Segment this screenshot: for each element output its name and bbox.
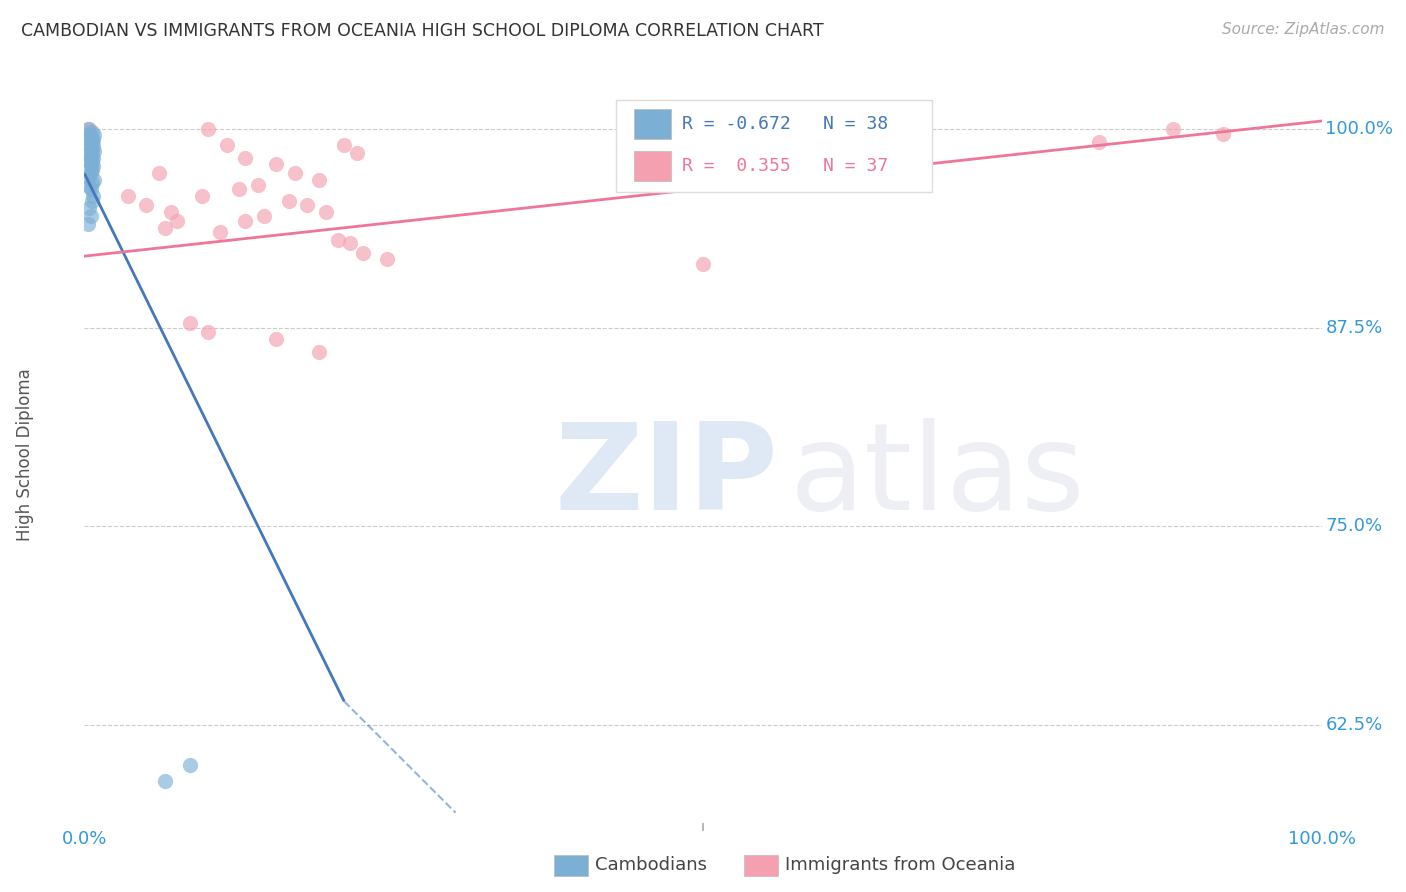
Point xyxy=(191,188,214,202)
Point xyxy=(264,332,287,346)
Point xyxy=(815,122,838,136)
Point xyxy=(315,204,337,219)
Point xyxy=(82,133,104,147)
Point xyxy=(326,233,349,247)
Point xyxy=(277,194,299,208)
Point xyxy=(77,147,100,161)
Point xyxy=(80,163,103,178)
Point xyxy=(295,198,318,212)
Point xyxy=(79,166,101,180)
Point xyxy=(77,122,100,136)
Point xyxy=(148,166,170,180)
FancyBboxPatch shape xyxy=(634,151,671,181)
Point xyxy=(246,178,269,192)
Point xyxy=(79,161,101,176)
Point xyxy=(209,225,232,239)
Point xyxy=(1212,127,1234,141)
Point xyxy=(80,125,103,139)
Point xyxy=(79,137,101,152)
Point xyxy=(77,169,100,184)
Point xyxy=(377,252,399,267)
Point xyxy=(284,166,307,180)
Point xyxy=(264,157,287,171)
FancyBboxPatch shape xyxy=(634,109,671,139)
Point xyxy=(77,131,100,145)
Point xyxy=(197,326,219,340)
Point xyxy=(346,145,368,160)
Text: ZIP: ZIP xyxy=(554,418,779,535)
Point xyxy=(80,143,103,157)
Point xyxy=(117,188,139,202)
Point xyxy=(82,139,104,153)
Text: R =  0.355: R = 0.355 xyxy=(682,157,790,175)
Point xyxy=(308,344,330,359)
Point xyxy=(83,145,105,159)
Text: R = -0.672: R = -0.672 xyxy=(682,115,790,133)
Point xyxy=(253,210,276,224)
Point xyxy=(692,257,714,271)
Point xyxy=(79,136,101,151)
Point xyxy=(82,159,104,173)
Point xyxy=(79,141,101,155)
Point xyxy=(82,151,104,165)
Point xyxy=(79,210,101,224)
Point xyxy=(333,137,356,152)
Point xyxy=(79,129,101,144)
Point xyxy=(166,214,188,228)
Point xyxy=(308,173,330,187)
Text: N = 38: N = 38 xyxy=(823,115,889,133)
Point xyxy=(179,316,201,330)
Text: N = 37: N = 37 xyxy=(823,157,889,175)
Point xyxy=(79,182,101,196)
Text: High School Diploma: High School Diploma xyxy=(15,368,34,541)
Point xyxy=(80,194,103,208)
Point xyxy=(79,157,101,171)
Point xyxy=(1161,122,1184,136)
Point xyxy=(233,151,256,165)
Text: Cambodians: Cambodians xyxy=(595,856,707,874)
Point xyxy=(352,246,374,260)
Text: CAMBODIAN VS IMMIGRANTS FROM OCEANIA HIGH SCHOOL DIPLOMA CORRELATION CHART: CAMBODIAN VS IMMIGRANTS FROM OCEANIA HIG… xyxy=(21,22,824,40)
Point xyxy=(339,236,361,251)
Point xyxy=(80,176,103,190)
Point xyxy=(83,128,105,143)
Point xyxy=(160,204,183,219)
Point xyxy=(79,122,101,136)
Point xyxy=(82,188,104,202)
Point xyxy=(80,135,103,149)
Point xyxy=(179,758,201,772)
Point xyxy=(80,155,103,169)
Point xyxy=(79,127,101,141)
Text: Immigrants from Oceania: Immigrants from Oceania xyxy=(785,856,1015,874)
Point xyxy=(153,220,176,235)
Point xyxy=(80,149,103,163)
Point xyxy=(83,173,105,187)
Text: 87.5%: 87.5% xyxy=(1326,318,1382,336)
Point xyxy=(228,182,250,196)
Point xyxy=(1088,135,1111,149)
Point xyxy=(79,145,101,160)
Text: Source: ZipAtlas.com: Source: ZipAtlas.com xyxy=(1222,22,1385,37)
Text: atlas: atlas xyxy=(790,418,1085,535)
FancyBboxPatch shape xyxy=(616,100,932,192)
Text: 75.0%: 75.0% xyxy=(1326,517,1382,535)
Text: 62.5%: 62.5% xyxy=(1326,716,1382,734)
Point xyxy=(197,122,219,136)
Point xyxy=(215,137,238,152)
Point xyxy=(79,179,101,194)
Point xyxy=(233,214,256,228)
Point xyxy=(79,202,101,216)
Text: 100.0%: 100.0% xyxy=(1326,120,1393,138)
Point xyxy=(135,198,157,212)
Point xyxy=(79,152,101,166)
Point xyxy=(77,218,100,232)
Point xyxy=(153,773,176,788)
Point xyxy=(79,153,101,168)
